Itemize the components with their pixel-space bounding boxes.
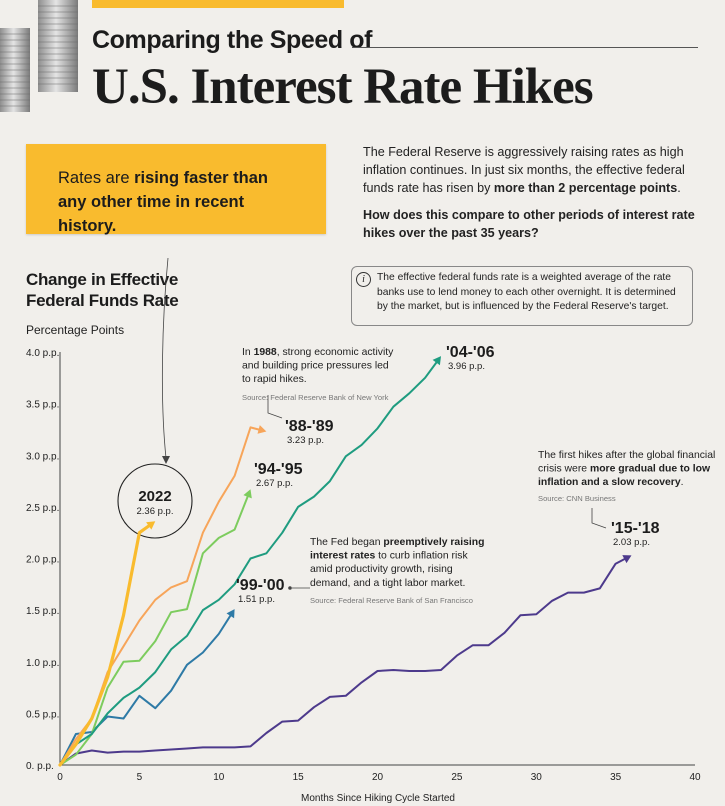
- y-tick-label: 3.5 p.p.: [26, 400, 59, 411]
- y-tick-label: 0.5 p.p.: [26, 709, 59, 720]
- annotation-a2015-source: Source: CNN Business: [538, 494, 616, 503]
- series-label-0: 2022: [138, 488, 171, 505]
- intro-text: The Federal Reserve is aggressively rais…: [363, 145, 685, 195]
- y-tick-label: 0. p.p.: [26, 761, 54, 772]
- series-line-3: [59, 361, 438, 766]
- callout-connector-arrow: [162, 456, 170, 464]
- annotation-a1988-line: and building price pressures led: [242, 361, 389, 372]
- y-tick-label: 3.0 p.p.: [26, 451, 59, 462]
- y-tick-label: 1.0 p.p.: [26, 658, 59, 669]
- series-label-3: '04-'06: [446, 344, 495, 361]
- annotation-a1988-line: In 1988, strong economic activity: [242, 347, 394, 358]
- info-box: [351, 266, 693, 326]
- supertitle: Comparing the Speed of: [92, 26, 373, 54]
- x-axis-title: Months Since Hiking Cycle Started: [301, 793, 455, 804]
- series-value-1: 3.23 p.p.: [287, 435, 324, 446]
- x-tick-label: 15: [293, 772, 305, 783]
- highlight-circle-2022: [117, 463, 193, 539]
- x-tick-label: 35: [610, 772, 622, 783]
- intro-question: How does this compare to other periods o…: [363, 208, 695, 240]
- series-label-1: '88-'89: [285, 418, 334, 435]
- y-tick-label: 1.5 p.p.: [26, 606, 59, 617]
- series-arrow-2: [243, 489, 252, 499]
- y-tick-label: 2.5 p.p.: [26, 503, 59, 514]
- connector-2015: [591, 508, 607, 529]
- info-icon: i: [356, 272, 371, 287]
- series-value-4: 1.51 p.p.: [238, 594, 275, 605]
- series-label-2: '94-'95: [254, 461, 303, 478]
- series-value-3: 3.96 p.p.: [448, 361, 485, 372]
- series-value-5: 2.03 p.p.: [613, 537, 650, 548]
- x-tick-label: 10: [213, 772, 225, 783]
- x-tick-label: 40: [689, 772, 701, 783]
- annotation-a1999-line: amid productivity growth, rising: [310, 564, 453, 575]
- coin-stacks-icon: [0, 0, 78, 112]
- annotation-a1999-source: Source: Federal Reserve Bank of San Fran…: [310, 596, 473, 605]
- connector-1999-dot: [288, 586, 292, 590]
- annotation-a1999-line: The Fed began preemptively raising: [310, 537, 484, 548]
- annotation-a1988-source: Source: Federal Reserve Bank of New York: [242, 393, 389, 402]
- annotation-a1999-line: interest rates to curb inflation risk: [310, 551, 468, 562]
- series-line-4: [59, 614, 232, 766]
- x-tick-label: 0: [57, 772, 63, 783]
- annotation-a2015-line: crisis were more gradual due to low: [538, 464, 711, 475]
- series-arrow-4: [226, 609, 235, 619]
- series-line-5: [59, 558, 626, 766]
- connector-1988: [267, 395, 283, 419]
- accent-bar: [92, 0, 344, 8]
- series-value-0: 2.36 p.p.: [137, 506, 174, 517]
- series-value-2: 2.67 p.p.: [256, 478, 293, 489]
- annotation-a1999-line: demand, and a tight labor market.: [310, 578, 465, 589]
- callout-connector: [161, 257, 169, 459]
- series-arrow-3: [432, 356, 441, 366]
- annotation-a2015-line: The first hikes after the global financi…: [538, 450, 715, 461]
- callout-text: Rates are rising faster than any other t…: [58, 169, 268, 235]
- x-tick-label: 5: [137, 772, 143, 783]
- x-tick-label: 25: [451, 772, 463, 783]
- annotation-a1988-line: to rapid hikes.: [242, 374, 307, 385]
- series-line-0: [58, 524, 151, 767]
- chart-title: Change in Effective Federal Funds Rate: [26, 270, 179, 310]
- y-tick-label: 2.0 p.p.: [26, 555, 59, 566]
- info-text: The effective federal funds rate is a we…: [377, 272, 676, 312]
- series-label-4: '99-'00: [236, 577, 285, 594]
- chart-subtitle: Percentage Points: [26, 323, 125, 337]
- x-tick-label: 30: [531, 772, 543, 783]
- x-tick-label: 20: [372, 772, 384, 783]
- title-rule: [352, 47, 698, 48]
- series-arrow-5: [622, 555, 632, 564]
- y-tick-label: 4.0 p.p.: [26, 348, 59, 359]
- annotation-a2015-line: inflation and a slow recovery.: [538, 477, 684, 488]
- callout-box: [26, 144, 326, 234]
- series-arrow-0: [146, 521, 156, 530]
- series-arrow-1: [257, 425, 267, 434]
- page-title: U.S. Interest Rate Hikes: [92, 59, 594, 115]
- series-label-5: '15-'18: [611, 520, 660, 537]
